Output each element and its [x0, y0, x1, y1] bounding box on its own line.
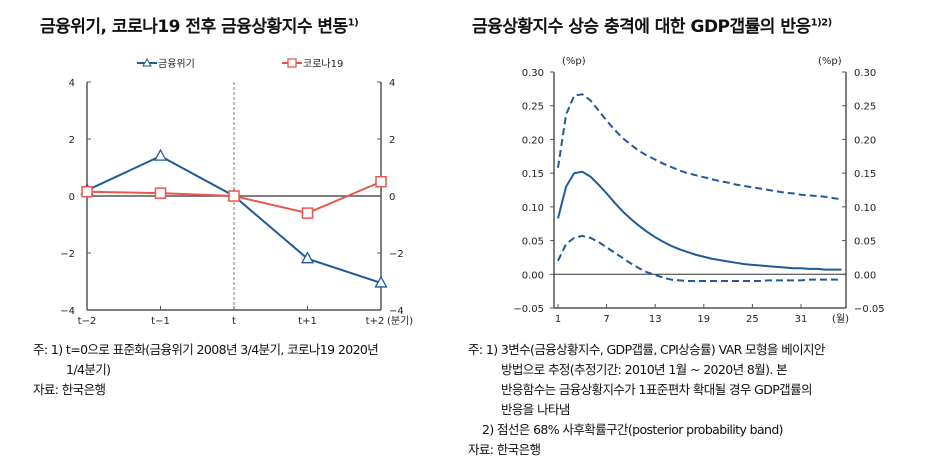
x-tick-label: 7	[603, 314, 609, 325]
note: 반응을 나타냄	[501, 402, 570, 417]
right-chart-title: 금융상황지수 상승 충격에 대한 GDP갭률의 반응1)2)	[472, 17, 832, 37]
probability-band-line	[557, 234, 842, 283]
y-tick-label: 0.30	[522, 68, 544, 79]
note: 주: 1) 3변수(금융상황지수, GDP갭률, CPI상승률) VAR 모형을…	[468, 342, 825, 357]
y-tick-label: 0.05	[522, 237, 544, 248]
y-tick-label: 0.15	[522, 169, 544, 180]
y-tick-label: −4	[60, 306, 75, 317]
legend-triangle-icon	[142, 57, 152, 67]
y-tick-label: 0.10	[522, 203, 544, 214]
square-marker	[154, 187, 167, 199]
note: 반응함수는 금융상황지수가 1표준편차 확대될 경우 GDP갭률의	[501, 382, 812, 397]
square-marker	[228, 190, 240, 202]
x-axis-unit: (분기)	[387, 315, 413, 327]
y-tick-label: 0	[69, 192, 75, 203]
left-chart-title: 금융위기, 코로나19 전후 금융상황지수 변동1)	[40, 17, 359, 37]
x-tick-label: 13	[649, 314, 662, 325]
y-tick-label-right: 0.10	[854, 203, 876, 214]
y-tick-label-right: 4	[389, 78, 395, 89]
y-axis-unit-right: (%p)	[818, 56, 842, 67]
y-axis-unit-left: (%p)	[562, 56, 586, 67]
y-tick-label-right: −0.05	[854, 304, 885, 315]
x-tick-label: t+2	[366, 316, 385, 327]
legend-label: 코로나19	[303, 58, 343, 70]
y-tick-label: 4	[69, 78, 75, 89]
y-tick-label: 0.25	[522, 102, 544, 113]
y-tick-label-right: 0.00	[854, 270, 876, 281]
y-tick-label: −0.05	[513, 304, 544, 315]
x-tick-label: t−2	[78, 316, 97, 327]
x-tick-label: 19	[697, 314, 710, 325]
triangle-marker	[153, 148, 168, 161]
note: 주: 1) t=0으로 표준화(금융위기 2008년 3/4분기, 코로나19 …	[33, 342, 379, 357]
y-tick-label: 0.20	[522, 135, 544, 146]
probability-band-line	[557, 93, 842, 201]
y-tick-label-right: 0.20	[854, 135, 876, 146]
y-tick-label: −2	[60, 249, 75, 260]
x-tick-label: t−1	[151, 316, 170, 327]
y-tick-label-right: 0.30	[854, 68, 876, 79]
square-marker	[81, 185, 93, 198]
note: 1/4분기)	[66, 362, 111, 377]
source: 자료: 한국은행	[468, 442, 541, 457]
x-tick-label: 1	[555, 314, 561, 325]
left-notes: 주: 1) t=0으로 표준화(금융위기 2008년 3/4분기, 코로나19 …	[33, 340, 379, 400]
right-notes: 주: 1) 3변수(금융상황지수, GDP갭률, CPI상승률) VAR 모형을…	[468, 340, 825, 460]
legend-square-icon	[287, 58, 297, 68]
square-marker	[301, 207, 314, 219]
y-tick-label: 0.00	[522, 270, 544, 281]
x-tick-label: t	[232, 316, 236, 327]
x-tick-label: 25	[746, 314, 759, 325]
triangle-marker	[300, 251, 315, 264]
y-tick-label-right: 0.05	[854, 237, 876, 248]
x-tick-label: t+1	[298, 316, 317, 327]
y-tick-label-right: −2	[389, 249, 404, 260]
triangle-marker	[374, 275, 388, 288]
x-axis-unit: (월)	[832, 313, 849, 325]
y-tick-label-right: 2	[389, 135, 395, 146]
square-marker	[375, 176, 387, 188]
y-tick-label-right: 0.25	[854, 102, 876, 113]
median-response-line	[557, 170, 842, 271]
note: 2) 점선은 68% 사후확률구간(posterior probability …	[482, 422, 784, 437]
y-tick-label-right: 0	[389, 192, 395, 203]
note: 방법으로 추정(추정기간: 2010년 1월 ~ 2020년 8월). 본	[501, 362, 788, 377]
x-tick-label: 31	[795, 314, 808, 325]
legend-label: 금융위기	[158, 57, 195, 70]
y-tick-label-right: 0.15	[854, 169, 876, 180]
y-tick-label: 2	[69, 135, 75, 146]
y-tick-label-right: −4	[389, 306, 404, 317]
source: 자료: 한국은행	[33, 382, 106, 397]
